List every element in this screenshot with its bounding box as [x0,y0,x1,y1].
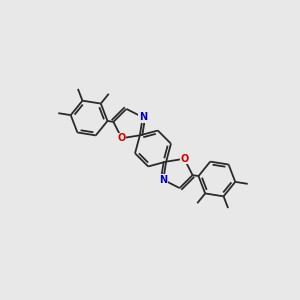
Text: N: N [159,175,167,185]
Text: O: O [180,154,188,164]
Text: O: O [118,133,126,143]
Text: N: N [139,112,147,122]
